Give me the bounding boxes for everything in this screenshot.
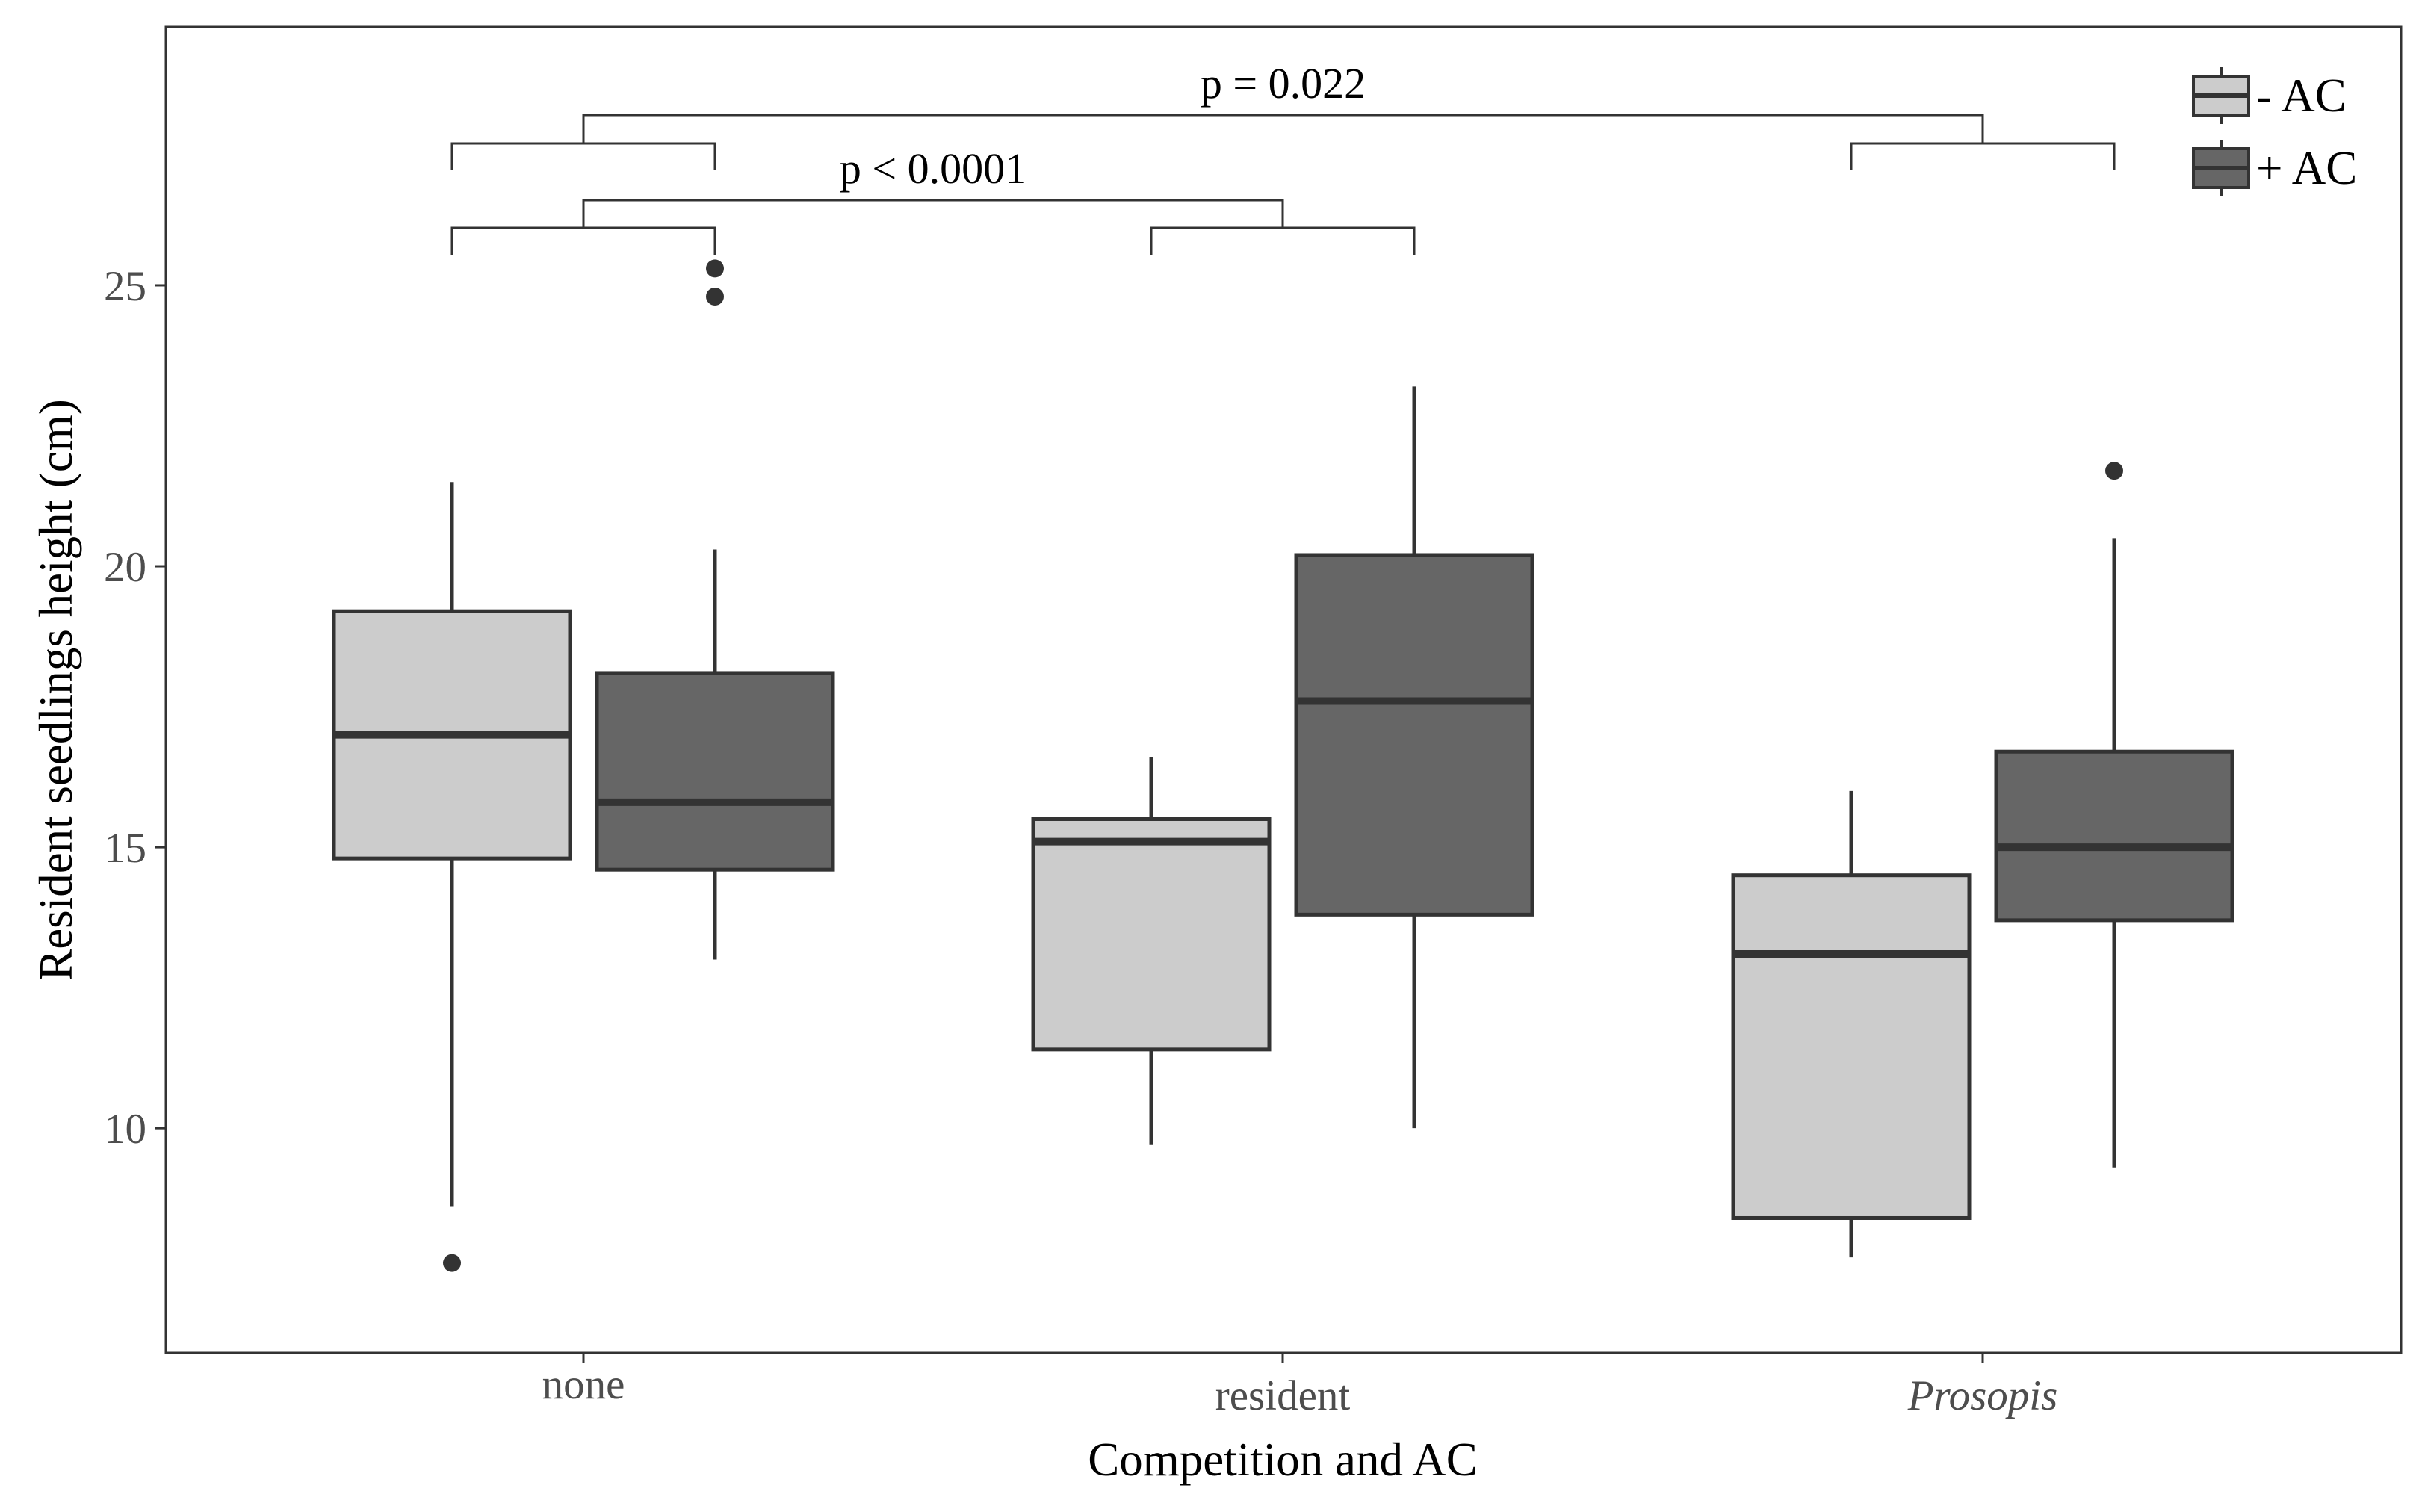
y-tick-label: 15 (104, 825, 146, 872)
y-axis-title: Resident seedlings height (cm) (30, 399, 82, 981)
x-tick-label: resident (1215, 1372, 1351, 1419)
boxes-layer (332, 259, 2234, 1272)
significance-brackets: p = 0.022 p < 0.0001 (450, 59, 2116, 255)
legend: - AC + AC (2192, 67, 2357, 196)
outlier-point (2105, 462, 2123, 480)
outlier-point (443, 1254, 461, 1272)
box (1731, 873, 1972, 1220)
y-tick-label: 25 (104, 263, 146, 310)
outer-bracket (582, 114, 1984, 143)
x-tick-label: Prosopis (1907, 1372, 2058, 1419)
box-group (1731, 790, 1972, 1258)
outlier-point (706, 288, 724, 306)
box-group (1031, 757, 1272, 1145)
box-group (1994, 462, 2234, 1168)
box (1294, 553, 1534, 917)
p-value-label: p < 0.0001 (840, 144, 1026, 193)
outer-bracket (582, 199, 1284, 228)
box (595, 671, 835, 872)
box-group (595, 259, 835, 960)
box-group (1294, 386, 1534, 1129)
y-tick-label: 10 (104, 1106, 146, 1153)
box (1994, 749, 2234, 923)
axes-layer: 10 15 20 25 none resident Prosopis Competition … (30, 263, 2057, 1486)
outlier-point (706, 259, 724, 278)
box-group (332, 482, 572, 1272)
p-value-label: p = 0.022 (1201, 59, 1366, 108)
legend-label: - AC (2256, 69, 2347, 122)
legend-label: + AC (2256, 142, 2357, 194)
x-axis-title: Competition and AC (1088, 1434, 1478, 1486)
y-tick-label: 20 (104, 544, 146, 591)
x-tick-label: none (542, 1361, 625, 1408)
box (1031, 817, 1272, 1052)
